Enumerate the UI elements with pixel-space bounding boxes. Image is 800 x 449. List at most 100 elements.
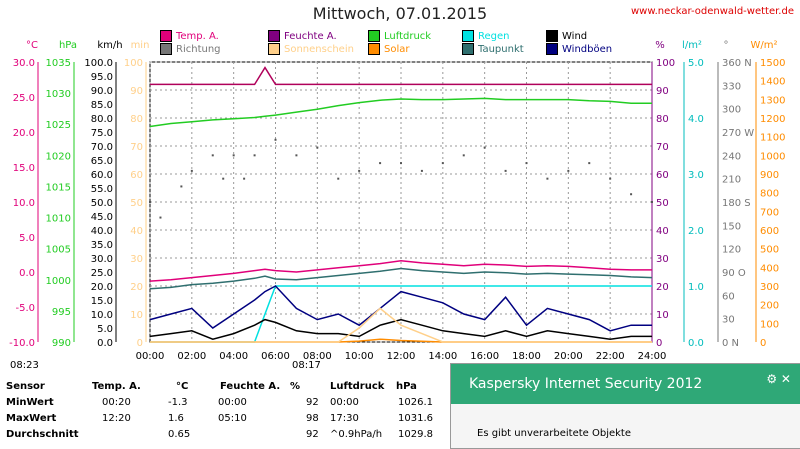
legend-item-sonnenschein: Sonnenschein <box>268 43 354 55</box>
min-axis-tick: 100 <box>124 58 143 69</box>
richtung-point <box>316 146 319 149</box>
wm2-axis-tick: 300 <box>760 282 779 293</box>
stats-hum: 98 <box>306 413 319 424</box>
hpa-axis-tick: 1030 <box>46 89 71 100</box>
temp-axis-tick: 0.0 <box>19 268 35 279</box>
richtung-point <box>253 154 256 157</box>
richtung-point <box>630 193 633 196</box>
richtung-point <box>609 177 612 180</box>
site-link[interactable]: www.neckar-odenwald-wetter.de <box>631 6 794 17</box>
kaspersky-controls[interactable]: ⚙ ✕ <box>766 372 791 386</box>
min-axis-tick: 90 <box>130 86 143 97</box>
richtung-point <box>274 138 277 141</box>
kmh-axis-tick: 85.0 <box>91 100 113 111</box>
deg-axis-tick: 180 S <box>722 198 751 209</box>
rain-axis-tick: 5.0 <box>688 58 704 69</box>
temp-axis-tick: -10.0 <box>9 338 35 349</box>
legend-swatch <box>368 30 380 42</box>
stats-row-label: MaxWert <box>6 413 57 424</box>
kmh-axis-tick: 10.0 <box>91 310 113 321</box>
series-line-windb-en <box>149 285 652 332</box>
stats-header: Temp. A. <box>92 381 141 392</box>
wm2-axis-tick: 1400 <box>760 77 785 88</box>
kmh-axis-tick: 25.0 <box>91 268 113 279</box>
legend-label: Solar <box>384 43 410 55</box>
legend-label: Richtung <box>176 43 221 55</box>
stats-hum-time: 00:00 <box>218 397 247 408</box>
richtung-point <box>295 154 298 157</box>
kmh-axis-tick: 65.0 <box>91 156 113 167</box>
legend-item-temp-a-: Temp. A. <box>160 30 219 42</box>
wm2-axis-tick: 1000 <box>760 151 785 162</box>
kmh-axis-tick: 75.0 <box>91 128 113 139</box>
temp-axis-tick: 10.0 <box>13 198 35 209</box>
wm2-axis-tick: 1300 <box>760 95 785 106</box>
deg-axis-tick: 90 O <box>722 268 746 279</box>
series-line-temp-a- <box>149 260 652 282</box>
legend-swatch <box>546 43 558 55</box>
richtung-point <box>190 169 193 172</box>
temp-axis-tick: 25.0 <box>13 93 35 104</box>
richtung-point <box>441 162 444 165</box>
rain-axis-tick: 3.0 <box>688 170 704 181</box>
deg-axis-tick: 120 <box>722 245 741 256</box>
deg-axis-tick: 30 <box>722 315 735 326</box>
stats-hum-time: 05:10 <box>218 413 247 424</box>
legend-item-solar: Solar <box>368 43 409 55</box>
kaspersky-popup: Kaspersky Internet Security 2012 ⚙ ✕ Es … <box>450 363 800 449</box>
legend: Temp. A. Feuchte A. Luftdruck Regen Wind Rich… <box>160 30 680 56</box>
kmh-axis-tick: 60.0 <box>91 170 113 181</box>
pct-axis-tick: 50 <box>656 198 669 209</box>
series-line-feuchte-a- <box>150 66 652 86</box>
kmh-axis-tick: 55.0 <box>91 184 113 195</box>
legend-swatch <box>268 30 280 42</box>
hpa-axis-tick: 1035 <box>46 58 71 69</box>
stats-header: °C <box>176 381 189 392</box>
temp-axis-tick: -5.0 <box>15 303 35 314</box>
pct-axis-tick: 0 <box>656 338 662 349</box>
stats-header: Sensor <box>6 381 45 392</box>
wm2-axis-tick: 1500 <box>760 58 785 69</box>
rain-axis-tick: 0.0 <box>688 338 704 349</box>
x-tick-label: 10:00 <box>344 351 374 362</box>
legend-label: Windböen <box>562 43 613 55</box>
deg-axis-tick: 60 <box>722 291 735 302</box>
richtung-point <box>159 216 162 219</box>
min-axis-unit: min <box>131 40 150 51</box>
pct-axis-tick: 40 <box>656 226 669 237</box>
x-tick-label: 20:00 <box>553 351 583 362</box>
pct-axis-tick: 60 <box>656 170 669 181</box>
kaspersky-settings-icon[interactable]: ⚙ ✕ <box>766 372 791 386</box>
pct-axis-tick: 100 <box>656 58 675 69</box>
min-axis-tick: 10 <box>130 310 143 321</box>
richtung-point <box>232 154 235 157</box>
wm2-axis-tick: 100 <box>760 319 779 330</box>
richtung-point <box>420 169 423 172</box>
series-line-sonnenschein <box>150 307 652 343</box>
temp-axis-tick: 20.0 <box>13 128 35 139</box>
pct-axis-tick: 80 <box>656 114 669 125</box>
stats-temp-time: 12:20 <box>102 413 131 424</box>
x-tick-label: 22:00 <box>595 351 625 362</box>
wm2-axis-tick: 0 <box>760 338 766 349</box>
deg-axis-tick: 300 <box>722 105 741 116</box>
kmh-axis-tick: 90.0 <box>91 86 113 97</box>
temp-axis-tick: 30.0 <box>13 58 35 69</box>
min-axis-tick: 0 <box>137 338 143 349</box>
wm2-axis-tick: 700 <box>760 207 779 218</box>
stats-temp: 1.6 <box>168 413 184 424</box>
deg-axis-tick: 210 <box>722 175 741 186</box>
legend-swatch <box>268 43 280 55</box>
deg-axis-unit: ° <box>724 40 729 51</box>
deg-axis-tick: 360 N <box>722 58 752 69</box>
stats-p-time: 17:30 <box>330 413 359 424</box>
wm2-axis-tick: 800 <box>760 189 779 200</box>
stats-header: hPa <box>396 381 417 392</box>
stats-hum: 92 <box>306 397 319 408</box>
x-tick-label: 16:00 <box>470 351 500 362</box>
hpa-axis-tick: 1020 <box>46 151 71 162</box>
legend-swatch <box>462 43 474 55</box>
kmh-axis-tick: 0.0 <box>97 338 113 349</box>
